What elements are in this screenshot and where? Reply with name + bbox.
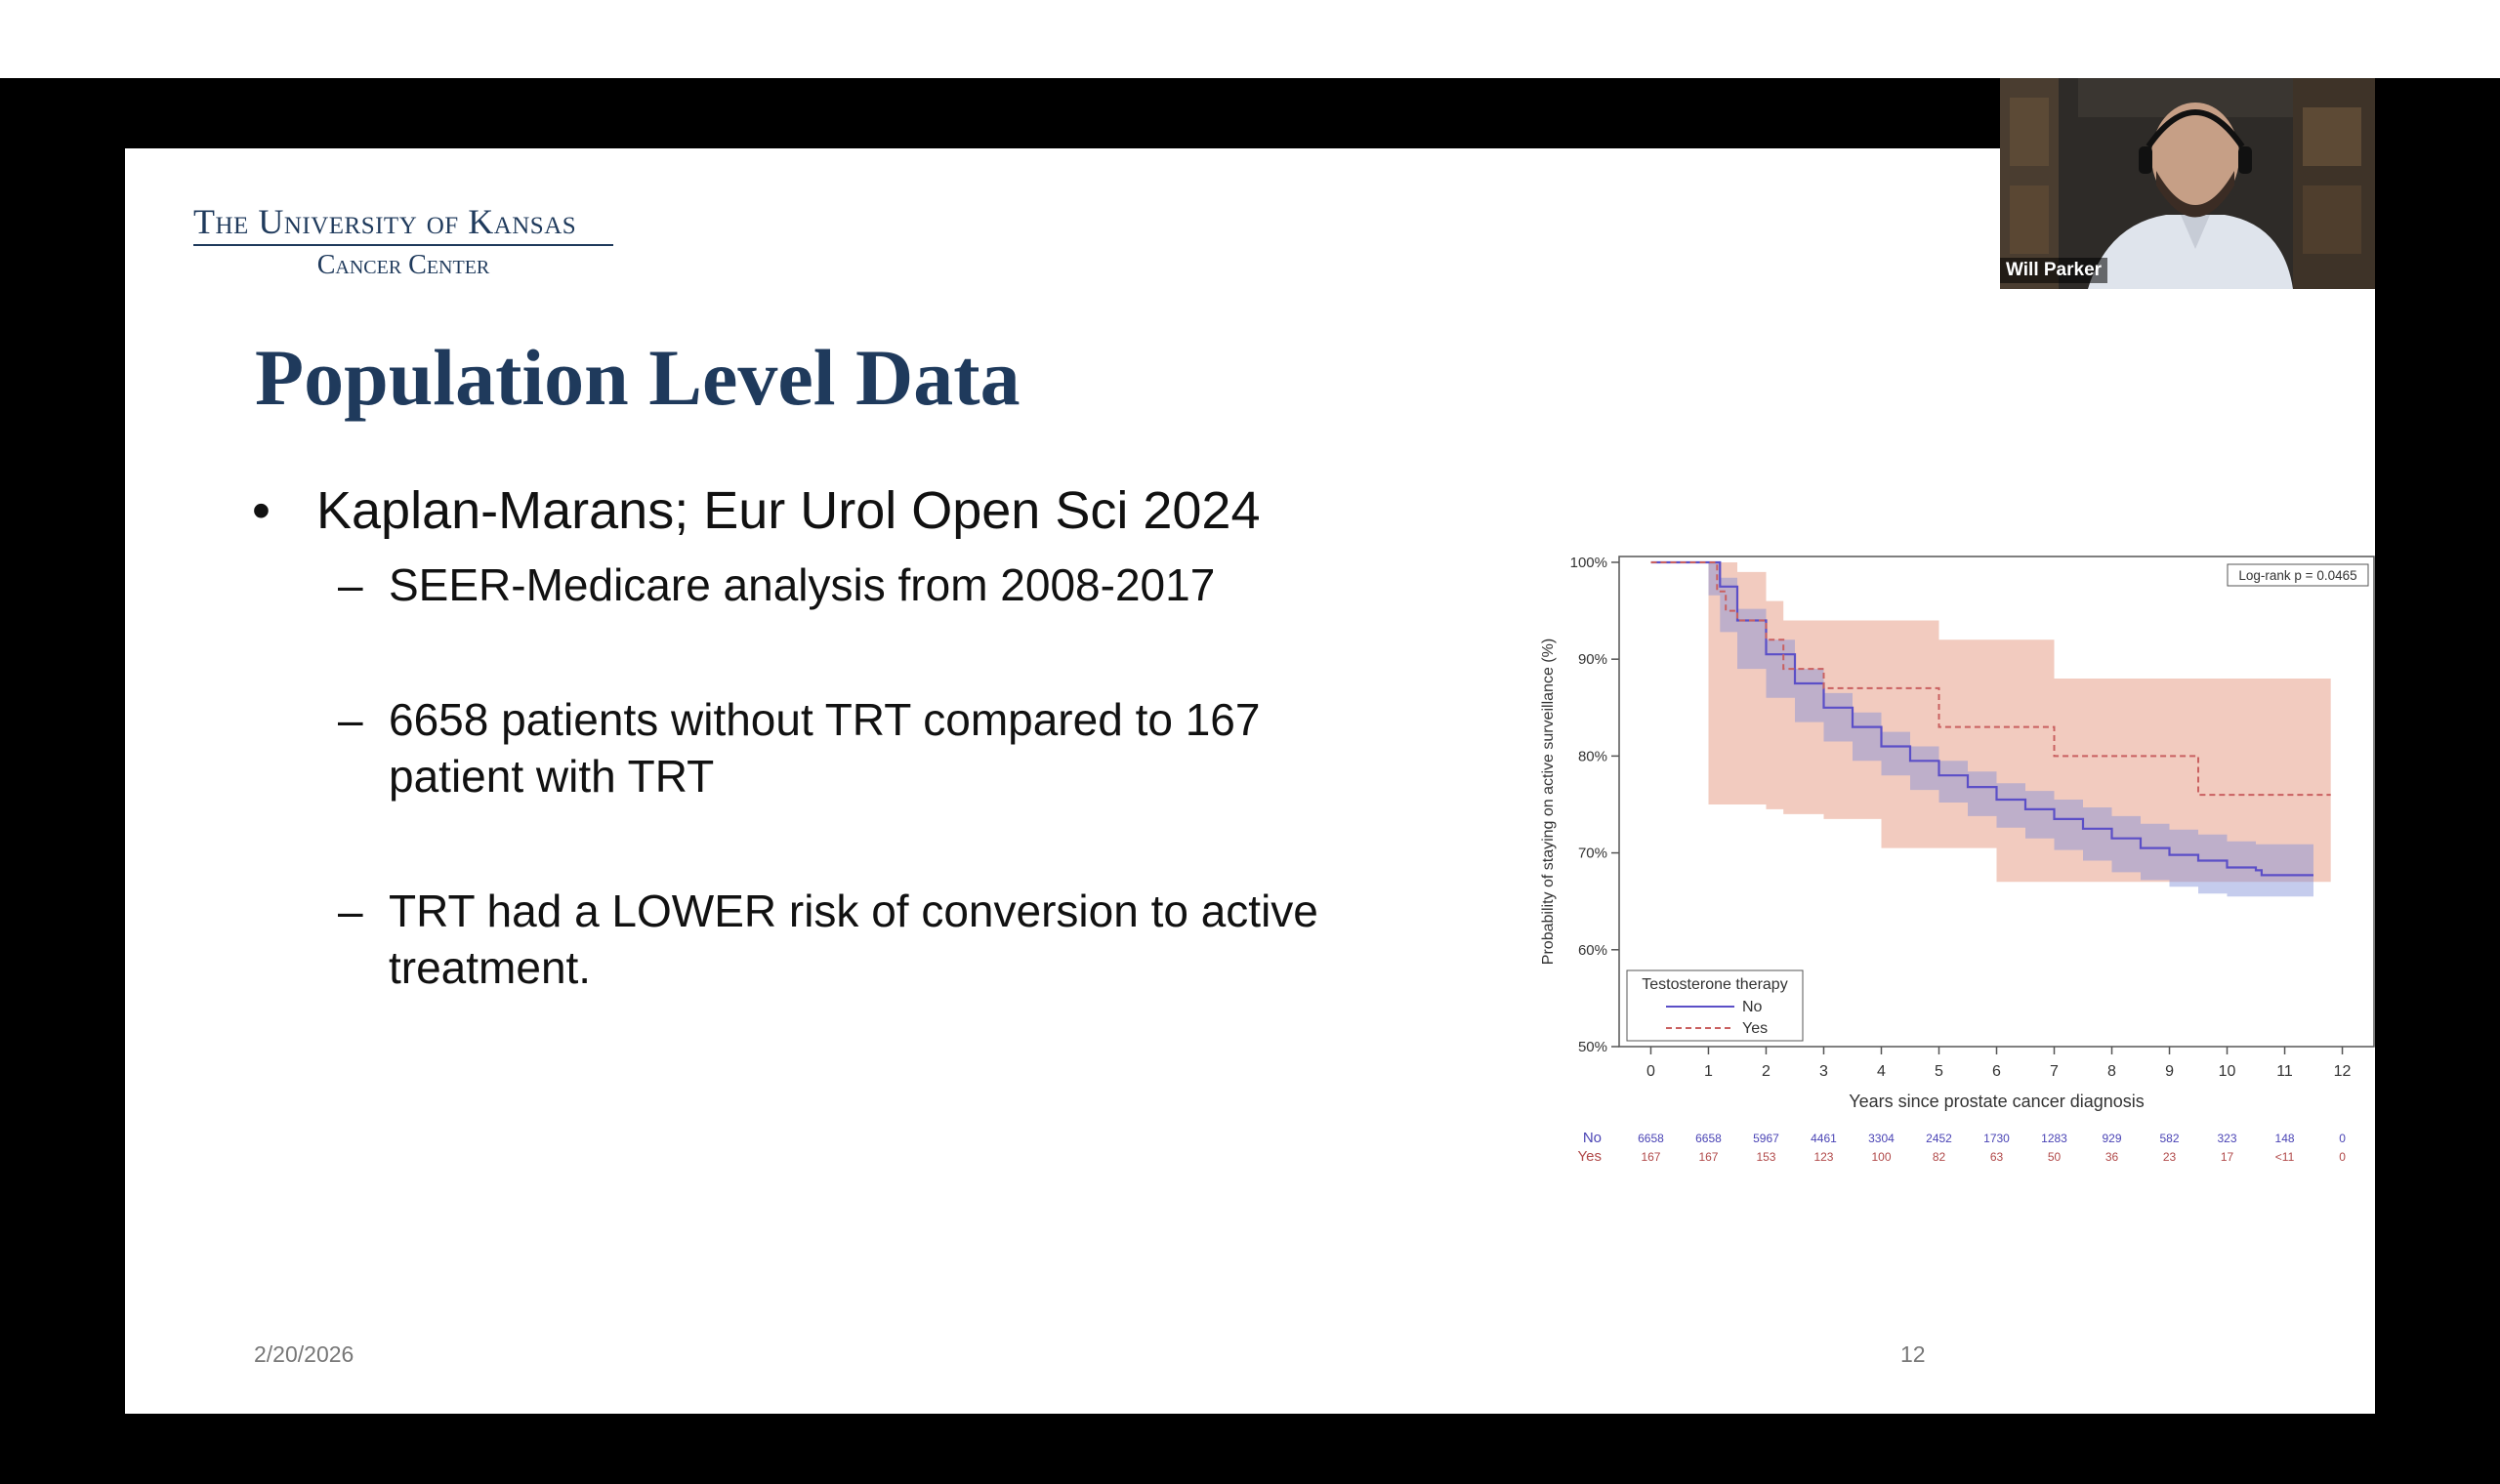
risk-count-no: 1730	[1983, 1132, 2010, 1145]
x-tick-label: 6	[1992, 1063, 2001, 1080]
risk-count-no: 4461	[1811, 1132, 1837, 1145]
risk-row-label-no: No	[1583, 1130, 1602, 1146]
risk-count-no: 0	[2339, 1132, 2346, 1145]
risk-count-no: 582	[2160, 1132, 2180, 1145]
logo-rule	[193, 244, 613, 246]
y-tick-label: 50%	[1578, 1039, 1607, 1055]
risk-count-yes: <11	[2275, 1150, 2295, 1164]
subbullet-item: –6658 patients without TRT compared to 1…	[252, 691, 1365, 804]
participant-name: Will Parker	[2000, 258, 2108, 283]
bullet-text: Kaplan-Marans; Eur Urol Open Sci 2024	[316, 481, 1261, 540]
y-tick-label: 100%	[1570, 555, 1607, 571]
risk-count-yes: 23	[2163, 1150, 2177, 1164]
x-tick-label: 1	[1704, 1063, 1713, 1080]
x-tick-label: 7	[2050, 1063, 2059, 1080]
bullet-list: • Kaplan-Marans; Eur Urol Open Sci 2024 –…	[252, 480, 1521, 996]
slide-date: 2/20/2026	[254, 1341, 354, 1367]
risk-count-yes: 123	[1813, 1150, 1833, 1164]
risk-count-yes: 0	[2339, 1150, 2346, 1164]
x-tick-label: 12	[2334, 1063, 2352, 1080]
logo-line2: Cancer Center	[316, 250, 490, 280]
legend-label-yes: Yes	[1742, 1020, 1768, 1037]
risk-count-yes: 17	[2221, 1150, 2234, 1164]
risk-count-yes: 167	[1698, 1150, 1718, 1164]
dash-icon: –	[338, 694, 363, 745]
y-tick-label: 80%	[1578, 748, 1607, 764]
bullet-item: • Kaplan-Marans; Eur Urol Open Sci 2024	[252, 480, 1521, 541]
slide-number: 12	[1900, 1341, 1926, 1367]
subbullet-text: SEER-Medicare analysis from 2008-2017	[389, 559, 1216, 610]
x-tick-label: 3	[1819, 1063, 1828, 1080]
risk-count-no: 3304	[1868, 1132, 1895, 1145]
subbullet-item: – TRT had a LOWER risk of conversion to a…	[252, 883, 1424, 996]
legend-label-no: No	[1742, 999, 1763, 1015]
x-tick-label: 9	[2165, 1063, 2174, 1080]
x-axis-label: Years since prostate cancer diagnosis	[1849, 1092, 2145, 1111]
y-tick-label: 90%	[1578, 651, 1607, 668]
risk-count-no: 148	[2275, 1132, 2295, 1145]
annotation-box	[2227, 563, 2369, 587]
slide: The University of Kansas Cancer Center P…	[125, 148, 2375, 1414]
risk-count-yes: 36	[2105, 1150, 2119, 1164]
y-tick-label: 60%	[1578, 942, 1607, 959]
x-tick-label: 0	[1646, 1063, 1655, 1080]
kaplan-meier-chart: 50%60%70%80%90%100%0 1 2 3 4 5 6 7 8 9 10 11 12Years…	[1540, 555, 2375, 1165]
risk-count-no: 2452	[1926, 1132, 1952, 1145]
risk-count-no: 5967	[1753, 1132, 1779, 1145]
risk-count-no: 323	[2218, 1132, 2237, 1145]
subbullet-item: – SEER-Medicare analysis from 2008-2017	[252, 556, 1521, 613]
risk-count-yes: 153	[1756, 1150, 1775, 1164]
logo-line1: The University of Kansas	[193, 202, 577, 241]
y-tick-label: 70%	[1578, 845, 1607, 862]
dash-icon: –	[338, 559, 363, 610]
risk-count-no: 6658	[1638, 1132, 1664, 1145]
dash-icon: –	[338, 886, 363, 936]
bullet-dot-icon: •	[252, 481, 271, 540]
risk-count-no: 1283	[2041, 1132, 2067, 1145]
webcam-thumbnail[interactable]: Will Parker	[2000, 78, 2375, 289]
legend-title: Testosterone therapy	[1642, 976, 1787, 993]
ci-band-yes	[1650, 562, 2331, 883]
x-tick-label: 2	[1762, 1063, 1771, 1080]
university-logo: The University of Kansas Cancer Center	[193, 201, 613, 281]
series-line-yes	[1650, 561, 2331, 797]
x-tick-label: 10	[2219, 1063, 2236, 1080]
subbullet-text: TRT had a LOWER risk of conversion to ac…	[389, 886, 1318, 993]
risk-count-yes: 50	[2048, 1150, 2062, 1164]
slide-title: Population Level Data	[255, 333, 1021, 422]
subbullet-text: 6658 patients without TRT compared to 16…	[389, 694, 1261, 802]
x-tick-label: 4	[1877, 1063, 1886, 1080]
y-axis-label: Probability of staying on active surveil…	[1540, 639, 1557, 965]
risk-count-no: 6658	[1695, 1132, 1722, 1145]
participant-video	[2000, 78, 2375, 289]
risk-count-yes: 100	[1871, 1150, 1891, 1164]
x-tick-label: 11	[2276, 1063, 2293, 1080]
risk-count-yes: 82	[1933, 1150, 1946, 1164]
x-tick-label: 5	[1935, 1063, 1943, 1080]
risk-count-yes: 167	[1641, 1150, 1660, 1164]
series-line-no	[1650, 560, 2313, 877]
logrank-annotation: Log-rank p = 0.0465	[2238, 568, 2356, 583]
x-tick-label: 8	[2107, 1063, 2116, 1080]
risk-count-yes: 63	[1990, 1150, 2004, 1164]
top-bar	[0, 0, 2500, 78]
risk-row-label-yes: Yes	[1578, 1148, 1602, 1165]
risk-count-no: 929	[2102, 1132, 2121, 1145]
ci-band-no	[1650, 562, 2313, 897]
